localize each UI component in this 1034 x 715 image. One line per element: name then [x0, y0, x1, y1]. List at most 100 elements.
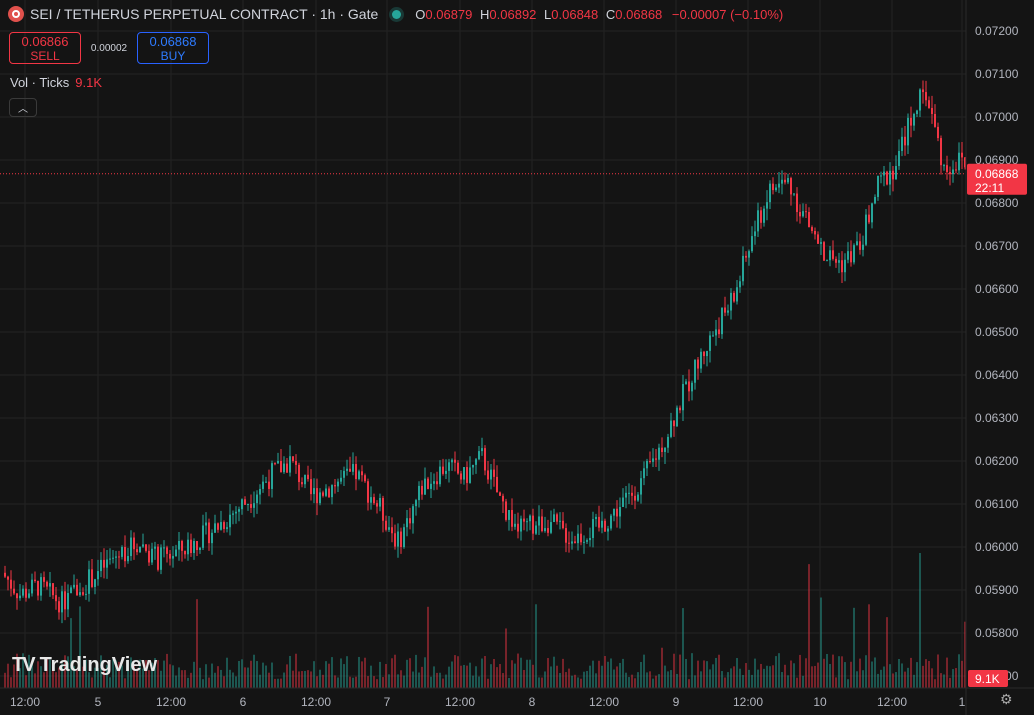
volume-bar: [334, 675, 336, 688]
symbol-title[interactable]: SEI / TETHERUS PERPETUAL CONTRACT · 1h ·…: [30, 6, 379, 22]
volume-bar: [85, 659, 87, 688]
candle-body: [484, 448, 486, 471]
volume-bar: [292, 670, 294, 688]
volume-bar: [13, 664, 15, 688]
candle-body: [529, 515, 531, 522]
candle-body: [28, 593, 30, 598]
candle-body: [619, 507, 621, 517]
candle-body: [946, 165, 948, 173]
market-open-status-icon: [392, 9, 402, 19]
candle-body: [745, 255, 747, 258]
volume-bar: [664, 665, 666, 688]
open-value: 0.06879: [425, 6, 473, 22]
volume-bar: [274, 678, 276, 688]
candle-body: [169, 553, 171, 559]
candle-body: [952, 169, 954, 175]
candle-body: [604, 520, 606, 532]
time-axis-label: 12:00: [156, 695, 186, 709]
candle-body: [154, 546, 156, 549]
candle-body: [103, 559, 105, 568]
volume-bar: [238, 660, 240, 688]
volume-bar: [247, 667, 249, 688]
volume-bar: [457, 656, 459, 688]
candle-body: [631, 492, 633, 496]
volume-bar: [505, 628, 507, 688]
candle-body: [34, 579, 36, 581]
volume-bar: [355, 676, 357, 688]
candle-body: [415, 500, 417, 507]
candle-body: [700, 351, 702, 369]
volume-bar: [358, 656, 360, 688]
volume-bar: [808, 564, 810, 688]
candle-body: [715, 329, 717, 336]
volume-legend[interactable]: Vol · Ticks 9.1K: [10, 75, 102, 90]
chevron-up-icon: ︿: [18, 104, 28, 115]
sell-button[interactable]: 0.06866 SELL: [9, 32, 81, 64]
candle-body: [757, 210, 759, 232]
volume-bar: [196, 599, 198, 688]
candle-body: [130, 537, 132, 557]
candle-body: [739, 281, 741, 288]
volume-bar: [742, 674, 744, 688]
volume-bar: [409, 658, 411, 688]
candle-body: [877, 175, 879, 197]
volume-bar: [685, 658, 687, 688]
low-value: 0.06848: [551, 6, 599, 22]
volume-bar: [856, 671, 858, 688]
settings-gear-icon[interactable]: ⚙: [1000, 691, 1013, 707]
candle-body: [754, 231, 756, 237]
volume-bar: [565, 672, 567, 688]
candle-body: [316, 488, 318, 504]
candle-body: [478, 451, 480, 460]
candle-body: [349, 468, 351, 472]
volume-bar: [589, 665, 591, 688]
candle-body: [808, 212, 810, 228]
collapse-legend-button[interactable]: ︿: [9, 98, 37, 117]
volume-bar: [241, 659, 243, 688]
candle-body: [892, 170, 894, 180]
candle-body: [466, 467, 468, 483]
price-axis-label: 0.07200: [975, 24, 1019, 38]
volume-bar: [439, 672, 441, 688]
candle-body: [193, 540, 195, 554]
candle-body: [775, 187, 777, 191]
candle-body: [589, 537, 591, 541]
candle-body: [121, 547, 123, 557]
volume-bar: [127, 659, 129, 688]
candle-body: [778, 183, 780, 188]
volume-bar: [499, 664, 501, 688]
volume-bar: [34, 673, 36, 688]
chart-header: SEI / TETHERUS PERPETUAL CONTRACT · 1h ·…: [8, 6, 783, 22]
candle-body: [736, 287, 738, 302]
candle-body: [724, 307, 726, 313]
volume-bar: [964, 621, 966, 688]
volume-bar: [22, 653, 24, 688]
candle-body: [292, 456, 294, 461]
candle-body: [790, 178, 792, 195]
volume-bar: [313, 661, 315, 688]
volume-bar: [493, 659, 495, 688]
candle-body: [457, 462, 459, 474]
volume-bar: [418, 672, 420, 688]
candle-body: [871, 203, 873, 223]
volume-bar: [727, 672, 729, 688]
candle-body: [139, 546, 141, 553]
candle-body: [901, 136, 903, 151]
candle-body: [43, 577, 45, 582]
candle-body: [928, 100, 930, 108]
volume-bar: [73, 666, 75, 688]
volume-value: 9.1K: [75, 75, 102, 90]
candle-body: [340, 477, 342, 482]
candle-body: [136, 549, 138, 553]
volume-bar: [187, 677, 189, 688]
candle-body: [586, 540, 588, 542]
volume-bar: [712, 664, 714, 688]
volume-bar: [760, 663, 762, 688]
candle-body: [394, 533, 396, 547]
candle-body: [277, 461, 279, 464]
volume-bar: [736, 658, 738, 688]
buy-button[interactable]: 0.06868 BUY: [137, 32, 209, 64]
volume-bar: [466, 665, 468, 688]
candle-body: [904, 136, 906, 146]
